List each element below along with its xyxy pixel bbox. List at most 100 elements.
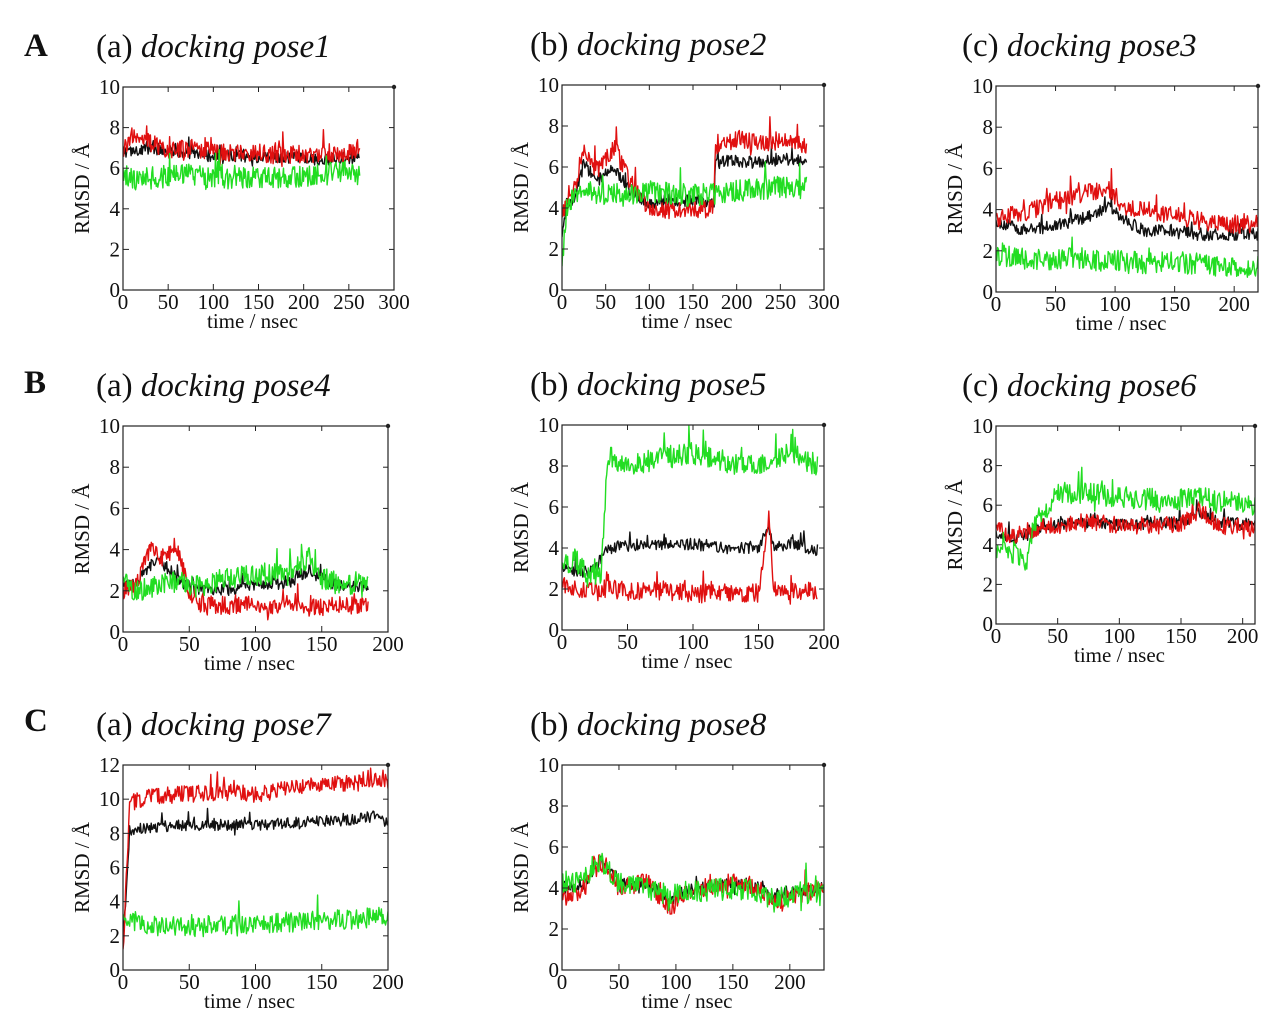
- chart-panel: (b) docking pose2 0 50 100 150 200 250 300 0 2 4 6 8…: [509, 27, 840, 333]
- y-tick-label: 0: [110, 278, 121, 302]
- chart-panel: (c) docking pose6 0 50 100 150 200 0 2 4 6 8 10 time…: [943, 368, 1258, 667]
- series-line-green: [996, 236, 1258, 278]
- panel-prefix: (c): [962, 368, 1007, 404]
- panel-title-text: docking pose8: [577, 707, 767, 743]
- x-tick-label: 0: [557, 630, 568, 654]
- x-tick-label: 150: [1165, 624, 1197, 648]
- y-tick-label: 0: [549, 958, 560, 982]
- panel-title-text: docking pose4: [141, 368, 331, 404]
- y-axis-label: RMSD / Å: [509, 481, 533, 573]
- x-tick-label: 200: [721, 290, 753, 314]
- x-tick-label: 200: [1227, 624, 1259, 648]
- x-tick-label: 200: [1218, 292, 1250, 316]
- y-tick-label: 2: [110, 237, 121, 261]
- y-tick-label: 2: [983, 572, 994, 596]
- y-tick-label: 6: [549, 495, 560, 519]
- y-tick-label: 4: [549, 196, 560, 220]
- x-tick-label: 50: [595, 290, 616, 314]
- y-tick-label: 4: [110, 890, 121, 914]
- x-tick-label: 250: [333, 290, 365, 314]
- y-tick-label: 0: [110, 620, 121, 644]
- panel-prefix: (a): [96, 707, 141, 743]
- series-line-black: [562, 524, 819, 578]
- y-tick-label: 8: [110, 821, 121, 845]
- series-line-red: [562, 510, 818, 605]
- panel-title-text: docking pose6: [1007, 368, 1197, 404]
- x-tick-label: 200: [372, 632, 404, 656]
- y-tick-label: 8: [549, 114, 560, 138]
- series-line-black: [996, 196, 1258, 242]
- series-line-red: [996, 168, 1258, 234]
- series-line-red: [562, 116, 808, 220]
- panel-prefix: (b): [530, 707, 577, 743]
- panel-prefix: (c): [962, 28, 1007, 64]
- x-axis-label: time / nsec: [642, 309, 733, 333]
- x-tick-label: 200: [774, 970, 806, 994]
- panel-title-text: docking pose3: [1007, 28, 1197, 64]
- x-tick-label: 300: [378, 290, 410, 314]
- x-axis-label: time / nsec: [642, 649, 733, 673]
- y-tick-label: 8: [549, 794, 560, 818]
- y-tick-label: 8: [983, 115, 994, 139]
- x-tick-label: 150: [306, 970, 338, 994]
- series-line-red: [123, 537, 369, 621]
- x-tick-label: 200: [288, 290, 320, 314]
- y-tick-label: 10: [538, 73, 559, 97]
- panel-title-text: docking pose5: [577, 367, 767, 403]
- series-line-green: [562, 161, 808, 267]
- y-tick-label: 0: [983, 280, 994, 304]
- panel-prefix: (b): [530, 27, 577, 63]
- chart-panel: (b) docking pose8 0 50 100 150 200 0 2 4 6 8 10 time…: [509, 707, 827, 1013]
- y-axis-label: RMSD / Å: [70, 142, 94, 234]
- y-tick-label: 2: [549, 237, 560, 261]
- y-tick-label: 0: [549, 618, 560, 642]
- chart-panel: (a) docking pose1 0 50 100 150 200 250 300 0 2 4 6 8…: [70, 29, 410, 333]
- plot-frame: [561, 764, 825, 971]
- x-tick-label: 250: [765, 290, 797, 314]
- y-tick-label: 2: [110, 579, 121, 603]
- y-tick-label: 4: [549, 536, 560, 560]
- x-tick-label: 100: [198, 290, 230, 314]
- x-axis-label: time / nsec: [642, 989, 733, 1013]
- series-line-green: [123, 543, 369, 601]
- x-tick-label: 100: [1104, 624, 1136, 648]
- y-axis-label: RMSD / Å: [70, 483, 94, 575]
- series-line-black: [123, 136, 360, 167]
- y-tick-label: 8: [110, 455, 121, 479]
- y-tick-label: 6: [549, 835, 560, 859]
- y-tick-label: 6: [983, 156, 994, 180]
- series-line-green: [123, 894, 388, 938]
- x-tick-label: 0: [118, 970, 129, 994]
- series-line-green: [123, 149, 361, 191]
- panel-prefix: (a): [96, 368, 141, 404]
- panel-title: (c) docking pose6: [962, 368, 1197, 404]
- x-tick-label: 50: [1047, 624, 1068, 648]
- panel-title-text: docking pose1: [141, 29, 331, 65]
- x-tick-label: 50: [179, 632, 200, 656]
- x-axis-label: time / nsec: [207, 309, 298, 333]
- x-axis-label: time / nsec: [1074, 643, 1165, 667]
- plot-frame: [122, 86, 395, 291]
- x-tick-label: 100: [634, 290, 666, 314]
- panel-title-text: docking pose2: [577, 27, 767, 63]
- series-line-green: [562, 425, 819, 588]
- y-tick-label: 6: [110, 496, 121, 520]
- y-axis-label: RMSD / Å: [509, 821, 533, 913]
- y-axis-label: RMSD / Å: [943, 143, 967, 235]
- x-tick-label: 0: [991, 292, 1002, 316]
- x-tick-label: 150: [243, 290, 275, 314]
- y-axis-label: RMSD / Å: [509, 141, 533, 233]
- x-tick-label: 50: [1045, 292, 1066, 316]
- y-tick-label: 2: [110, 924, 121, 948]
- y-tick-label: 8: [110, 116, 121, 140]
- series-line-black: [123, 807, 388, 943]
- y-tick-label: 6: [110, 856, 121, 880]
- y-tick-label: 10: [99, 787, 120, 811]
- x-tick-label: 50: [617, 630, 638, 654]
- y-tick-label: 6: [983, 493, 994, 517]
- chart-panel: (c) docking pose3 0 50 100 150 200 0 2 4 6 8 10 time…: [943, 28, 1261, 335]
- x-tick-label: 200: [808, 630, 840, 654]
- y-tick-label: 0: [549, 278, 560, 302]
- panel-title: (a) docking pose7: [96, 707, 332, 743]
